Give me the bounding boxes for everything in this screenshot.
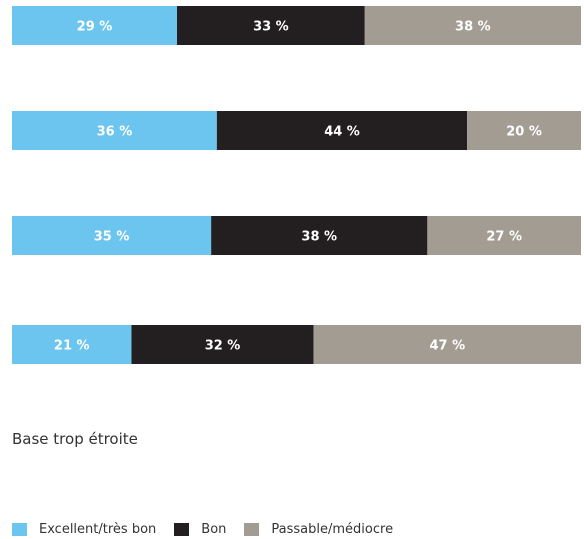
- bar-segment-excellent-row-3: [12, 216, 212, 255]
- bar-segment-passable-row-3: [427, 216, 581, 255]
- data-label-passable-row-3: 27 %: [486, 230, 522, 245]
- legend-item-excellent: Excellent/très bon: [12, 522, 156, 537]
- legend-label-excellent: Excellent/très bon: [39, 522, 157, 537]
- legend-item-passable: Passable/médiocre: [244, 522, 393, 537]
- bar-segment-excellent-row-2: [12, 111, 217, 150]
- data-label-passable-row-1: 38 %: [455, 20, 491, 35]
- data-label-excellent-row-3: 35 %: [94, 230, 130, 245]
- legend-label-passable: Passable/médiocre: [271, 522, 394, 537]
- legend-swatch-bon: [174, 523, 190, 536]
- bar-segment-passable-row-4: [313, 325, 581, 364]
- legend-swatch-excellent: [12, 523, 27, 536]
- data-label-bon-row-2: 44 %: [324, 125, 360, 140]
- data-label-excellent-row-2: 36 %: [97, 125, 133, 140]
- stacked-bar-chart: 29 % 33 % 38 % 36 % 44 % 20 % 35 % 38 % 27 % 21 %…: [12, 6, 581, 364]
- legend-swatch-passable: [244, 523, 260, 536]
- bar-segment-passable-row-2: [467, 111, 581, 150]
- bar-segment-excellent-row-4: [12, 325, 132, 364]
- data-label-bon-row-1: 33 %: [253, 20, 289, 35]
- bar-segment-bon-row-1: [177, 6, 365, 45]
- bar-segment-bon-row-4: [131, 325, 314, 364]
- legend-label-bon: Bon: [201, 522, 227, 537]
- bar-segment-excellent-row-1: [12, 6, 178, 45]
- bar-segment-bon-row-2: [216, 111, 468, 150]
- bar-segment-bon-row-3: [211, 216, 428, 255]
- data-label-excellent-row-1: 29 %: [77, 20, 113, 35]
- data-label-passable-row-2: 20 %: [506, 125, 542, 140]
- data-label-passable-row-4: 47 %: [429, 339, 465, 354]
- chart-legend: Excellent/très bon Bon Passable/médiocre: [12, 522, 411, 537]
- chart-note: Base trop étroite: [12, 430, 138, 448]
- bar-segment-passable-row-1: [364, 6, 581, 45]
- data-label-bon-row-3: 38 %: [301, 230, 337, 245]
- data-label-excellent-row-4: 21 %: [54, 339, 90, 354]
- legend-item-bon: Bon: [174, 522, 226, 537]
- data-label-bon-row-4: 32 %: [205, 339, 241, 354]
